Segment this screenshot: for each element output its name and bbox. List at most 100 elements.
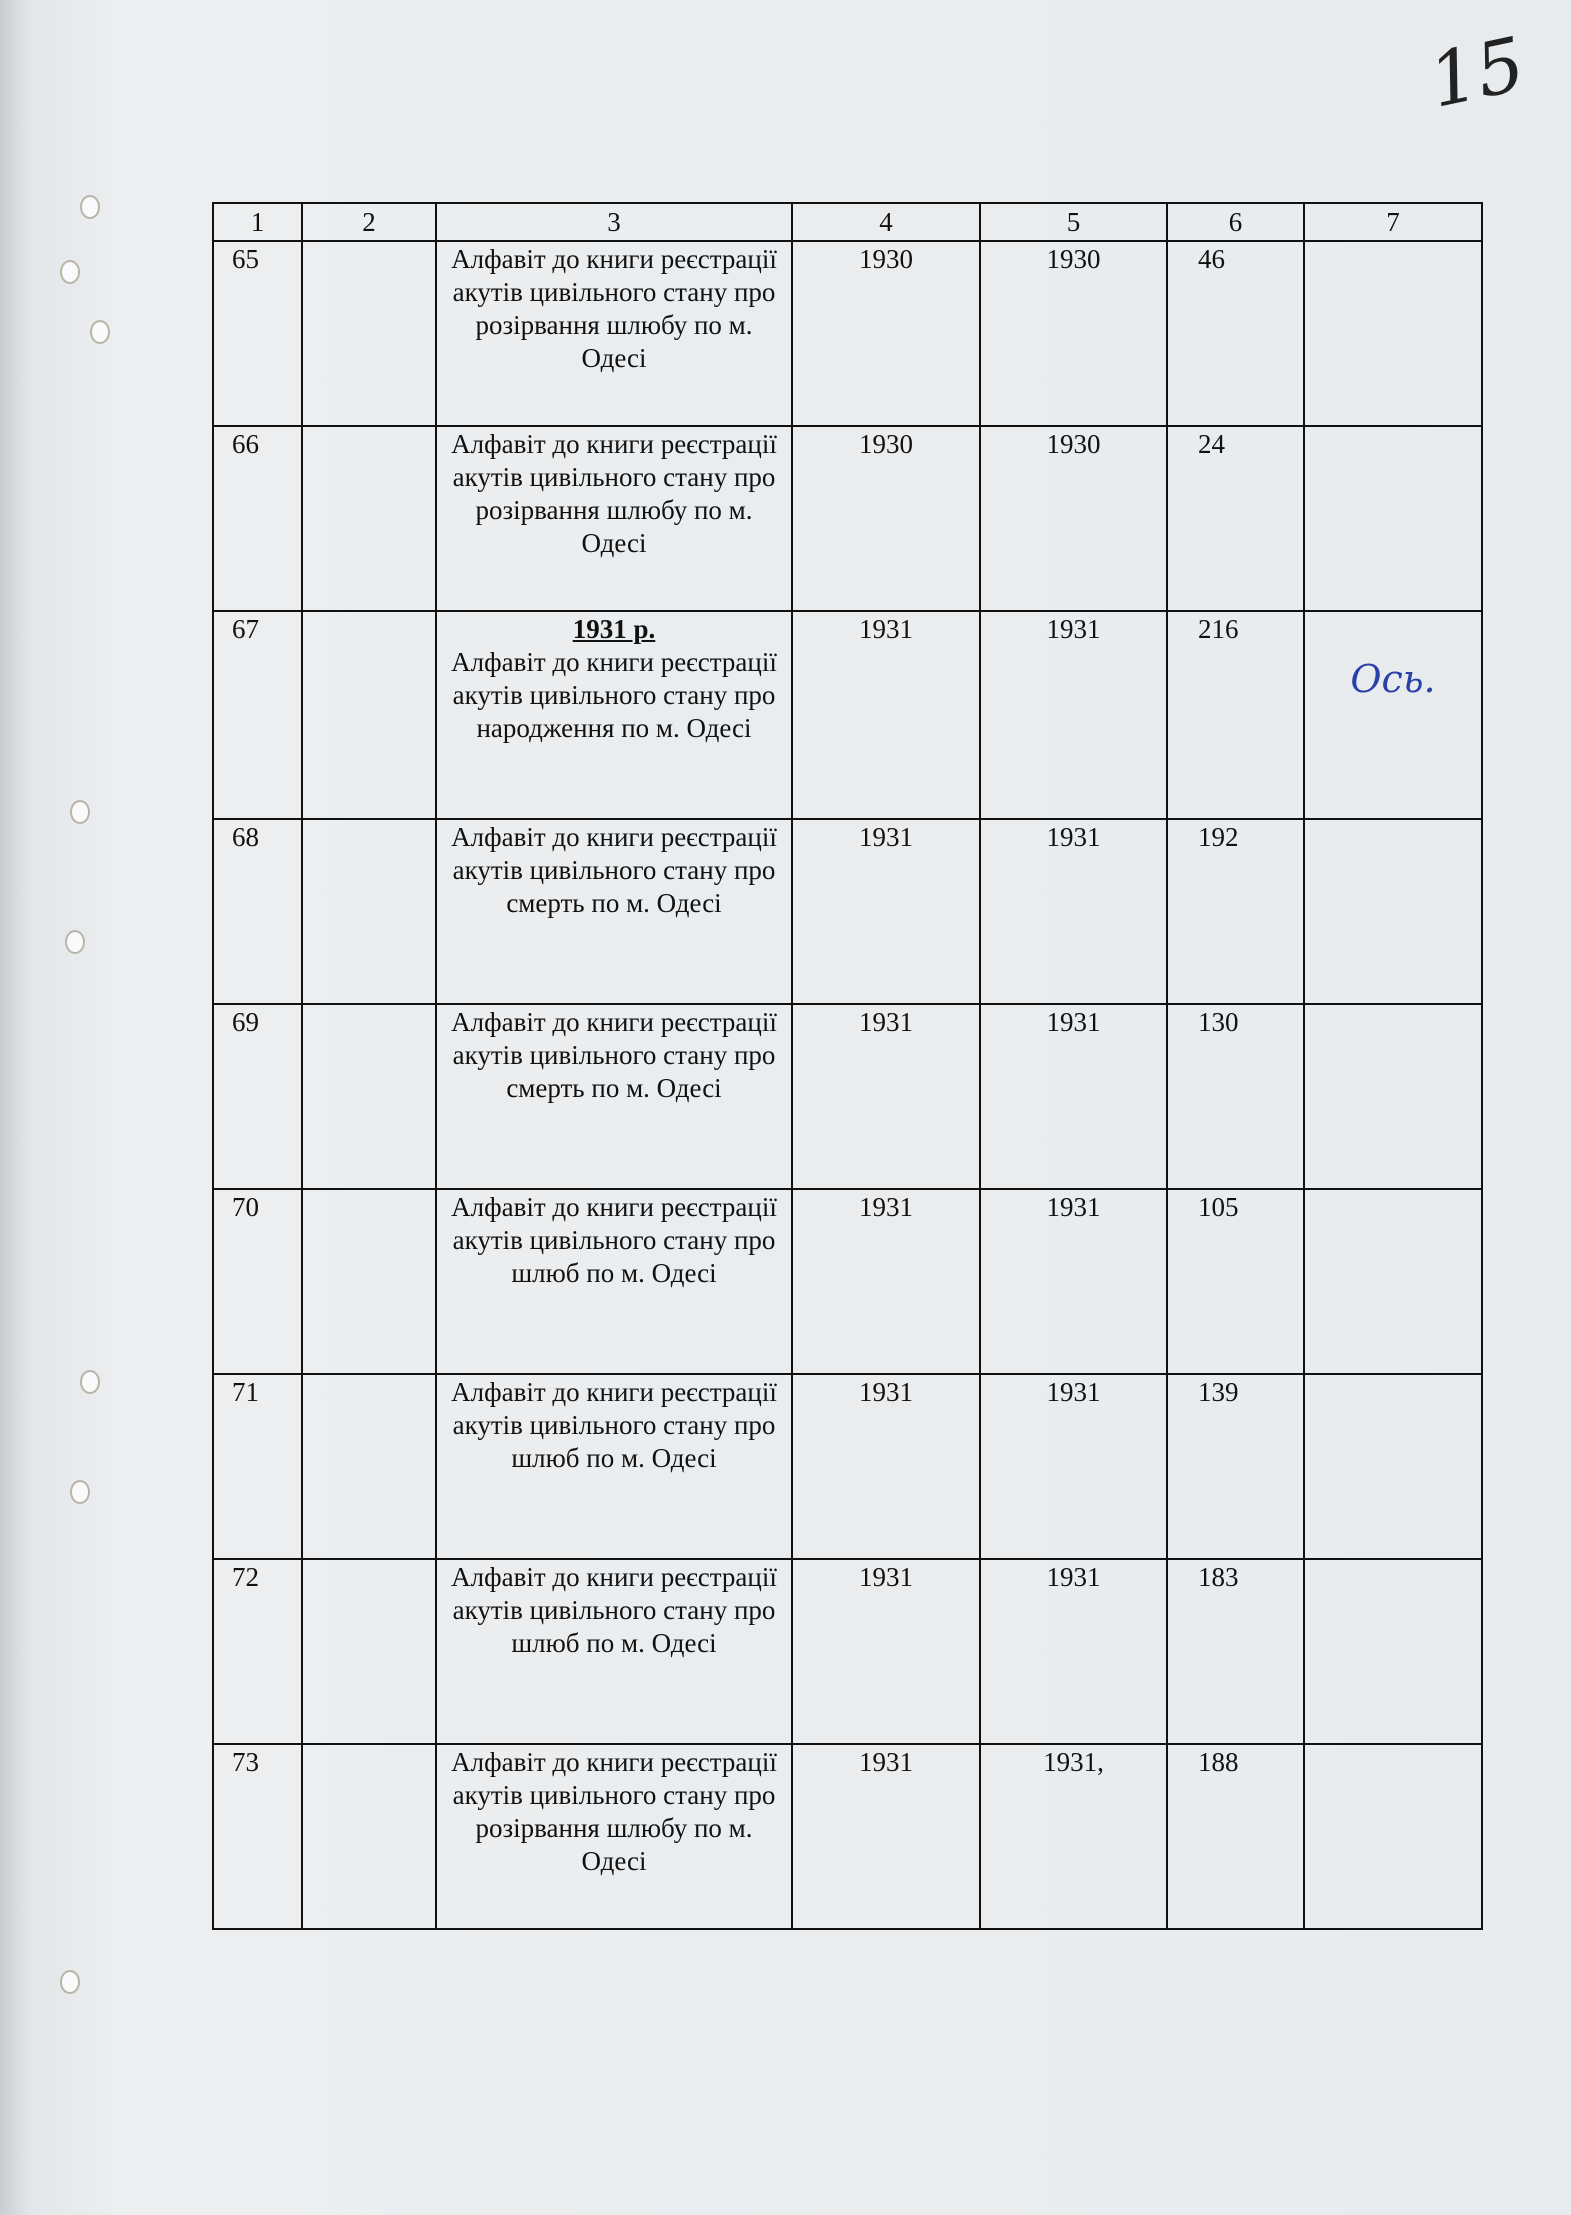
- sheet-count: 130: [1166, 1003, 1305, 1190]
- item-title-cell: Алфавіт до книги реєстрації акутів цивіл…: [435, 1188, 793, 1375]
- header-cell: 6: [1166, 202, 1305, 242]
- item-title: Алфавіт до книги реєстрації акутів цивіл…: [451, 429, 777, 558]
- end-year: 1931,: [979, 1743, 1168, 1930]
- end-year: 1931: [979, 1558, 1168, 1745]
- header-cell: 7: [1303, 202, 1483, 242]
- cell-col2: [301, 425, 437, 612]
- item-title-cell: Алфавіт до книги реєстрації акутів цивіл…: [435, 1743, 793, 1930]
- sheet-count: 105: [1166, 1188, 1305, 1375]
- cell-col2: [301, 1373, 437, 1560]
- end-year: 1930: [979, 240, 1168, 427]
- year-subheading: 1931 р.: [572, 614, 656, 644]
- header-cell: 4: [791, 202, 981, 242]
- start-year: 1930: [791, 425, 981, 612]
- item-number: 66: [212, 425, 303, 612]
- table-row: 72 Алфавіт до книги реєстрації акутів ци…: [212, 1558, 1483, 1745]
- notes-cell: [1303, 1558, 1483, 1745]
- item-title: Алфавіт до книги реєстрації акутів цивіл…: [451, 1747, 777, 1876]
- end-year: 1931: [979, 1003, 1168, 1190]
- binding-hole: [80, 195, 100, 219]
- cell-col2: [301, 1743, 437, 1930]
- cell-col2: [301, 240, 437, 427]
- header-cell: 5: [979, 202, 1168, 242]
- item-title: Алфавіт до книги реєстрації акутів цивіл…: [451, 244, 777, 373]
- item-number: 70: [212, 1188, 303, 1375]
- start-year: 1931: [791, 1743, 981, 1930]
- item-title: Алфавіт до книги реєстрації акутів цивіл…: [451, 1562, 777, 1658]
- notes-cell: [1303, 818, 1483, 1005]
- start-year: 1931: [791, 1558, 981, 1745]
- item-number: 72: [212, 1558, 303, 1745]
- header-cell: 3: [435, 202, 793, 242]
- notes-cell: [1303, 1373, 1483, 1560]
- handwritten-note: Ось.: [1350, 657, 1436, 701]
- binding-hole: [65, 930, 85, 954]
- item-number: 65: [212, 240, 303, 427]
- start-year: 1931: [791, 610, 981, 820]
- column-number-header: 1 2 3 4 5 6 7: [212, 202, 1483, 242]
- item-number: 71: [212, 1373, 303, 1560]
- sheet-count: 192: [1166, 818, 1305, 1005]
- table-row: 65 Алфавіт до книги реєстрації акутів ци…: [212, 240, 1483, 427]
- notes-cell: [1303, 240, 1483, 427]
- item-title-cell: Алфавіт до книги реєстрації акутів цивіл…: [435, 1558, 793, 1745]
- item-title: Алфавіт до книги реєстрації акутів цивіл…: [451, 1192, 777, 1288]
- binding-hole: [60, 260, 80, 284]
- item-number: 73: [212, 1743, 303, 1930]
- table-row: 68 Алфавіт до книги реєстрації акутів ци…: [212, 818, 1483, 1005]
- item-title-cell: Алфавіт до книги реєстрації акутів цивіл…: [435, 1003, 793, 1190]
- end-year: 1931: [979, 818, 1168, 1005]
- start-year: 1931: [791, 1003, 981, 1190]
- item-title-cell: 1931 р. Алфавіт до книги реєстрації акуті…: [435, 610, 793, 820]
- item-title-cell: Алфавіт до книги реєстрації акутів цивіл…: [435, 425, 793, 612]
- table-row: 69 Алфавіт до книги реєстрації акутів ци…: [212, 1003, 1483, 1190]
- notes-cell: [1303, 1003, 1483, 1190]
- table-row: 71 Алфавіт до книги реєстрації акутів ци…: [212, 1373, 1483, 1560]
- binding-hole: [90, 320, 110, 344]
- sheet-count: 216: [1166, 610, 1305, 820]
- end-year: 1931: [979, 1188, 1168, 1375]
- notes-cell: [1303, 425, 1483, 612]
- table-row: 66 Алфавіт до книги реєстрації акутів ци…: [212, 425, 1483, 612]
- end-year: 1931: [979, 1373, 1168, 1560]
- item-title-cell: Алфавіт до книги реєстрації акутів цивіл…: [435, 240, 793, 427]
- end-year: 1930: [979, 425, 1168, 612]
- item-title: Алфавіт до книги реєстрації акутів цивіл…: [451, 1377, 777, 1473]
- handwritten-page-number: 15: [1422, 21, 1533, 125]
- notes-cell: Ось.: [1303, 610, 1483, 820]
- item-title-cell: Алфавіт до книги реєстрації акутів цивіл…: [435, 818, 793, 1005]
- binding-hole: [60, 1970, 80, 1994]
- binding-hole: [80, 1370, 100, 1394]
- header-cell: 2: [301, 202, 437, 242]
- header-cell: 1: [212, 202, 303, 242]
- cell-col2: [301, 610, 437, 820]
- start-year: 1930: [791, 240, 981, 427]
- end-year: 1931: [979, 610, 1168, 820]
- cell-col2: [301, 818, 437, 1005]
- table-row: 70 Алфавіт до книги реєстрації акутів ци…: [212, 1188, 1483, 1375]
- cell-col2: [301, 1188, 437, 1375]
- notes-cell: [1303, 1743, 1483, 1930]
- item-title: Алфавіт до книги реєстрації акутів цивіл…: [451, 1007, 777, 1103]
- table-row: 73 Алфавіт до книги реєстрації акутів ци…: [212, 1743, 1483, 1930]
- notes-cell: [1303, 1188, 1483, 1375]
- binding-hole: [70, 800, 90, 824]
- sheet-count: 24: [1166, 425, 1305, 612]
- cell-col2: [301, 1558, 437, 1745]
- binding-hole: [70, 1480, 90, 1504]
- start-year: 1931: [791, 1373, 981, 1560]
- sheet-count: 188: [1166, 1743, 1305, 1930]
- item-title: Алфавіт до книги реєстрації акутів цивіл…: [451, 647, 777, 743]
- item-title-cell: Алфавіт до книги реєстрації акутів цивіл…: [435, 1373, 793, 1560]
- item-number: 67: [212, 610, 303, 820]
- item-number: 69: [212, 1003, 303, 1190]
- sheet-count: 183: [1166, 1558, 1305, 1745]
- table-row: 67 1931 р. Алфавіт до книги реєстрації ак…: [212, 610, 1483, 820]
- item-title: Алфавіт до книги реєстрації акутів цивіл…: [451, 822, 777, 918]
- item-number: 68: [212, 818, 303, 1005]
- cell-col2: [301, 1003, 437, 1190]
- start-year: 1931: [791, 1188, 981, 1375]
- sheet-count: 46: [1166, 240, 1305, 427]
- archive-inventory-table: 1 2 3 4 5 6 7 65 Алфавіт до книги реєстр…: [212, 202, 1483, 1930]
